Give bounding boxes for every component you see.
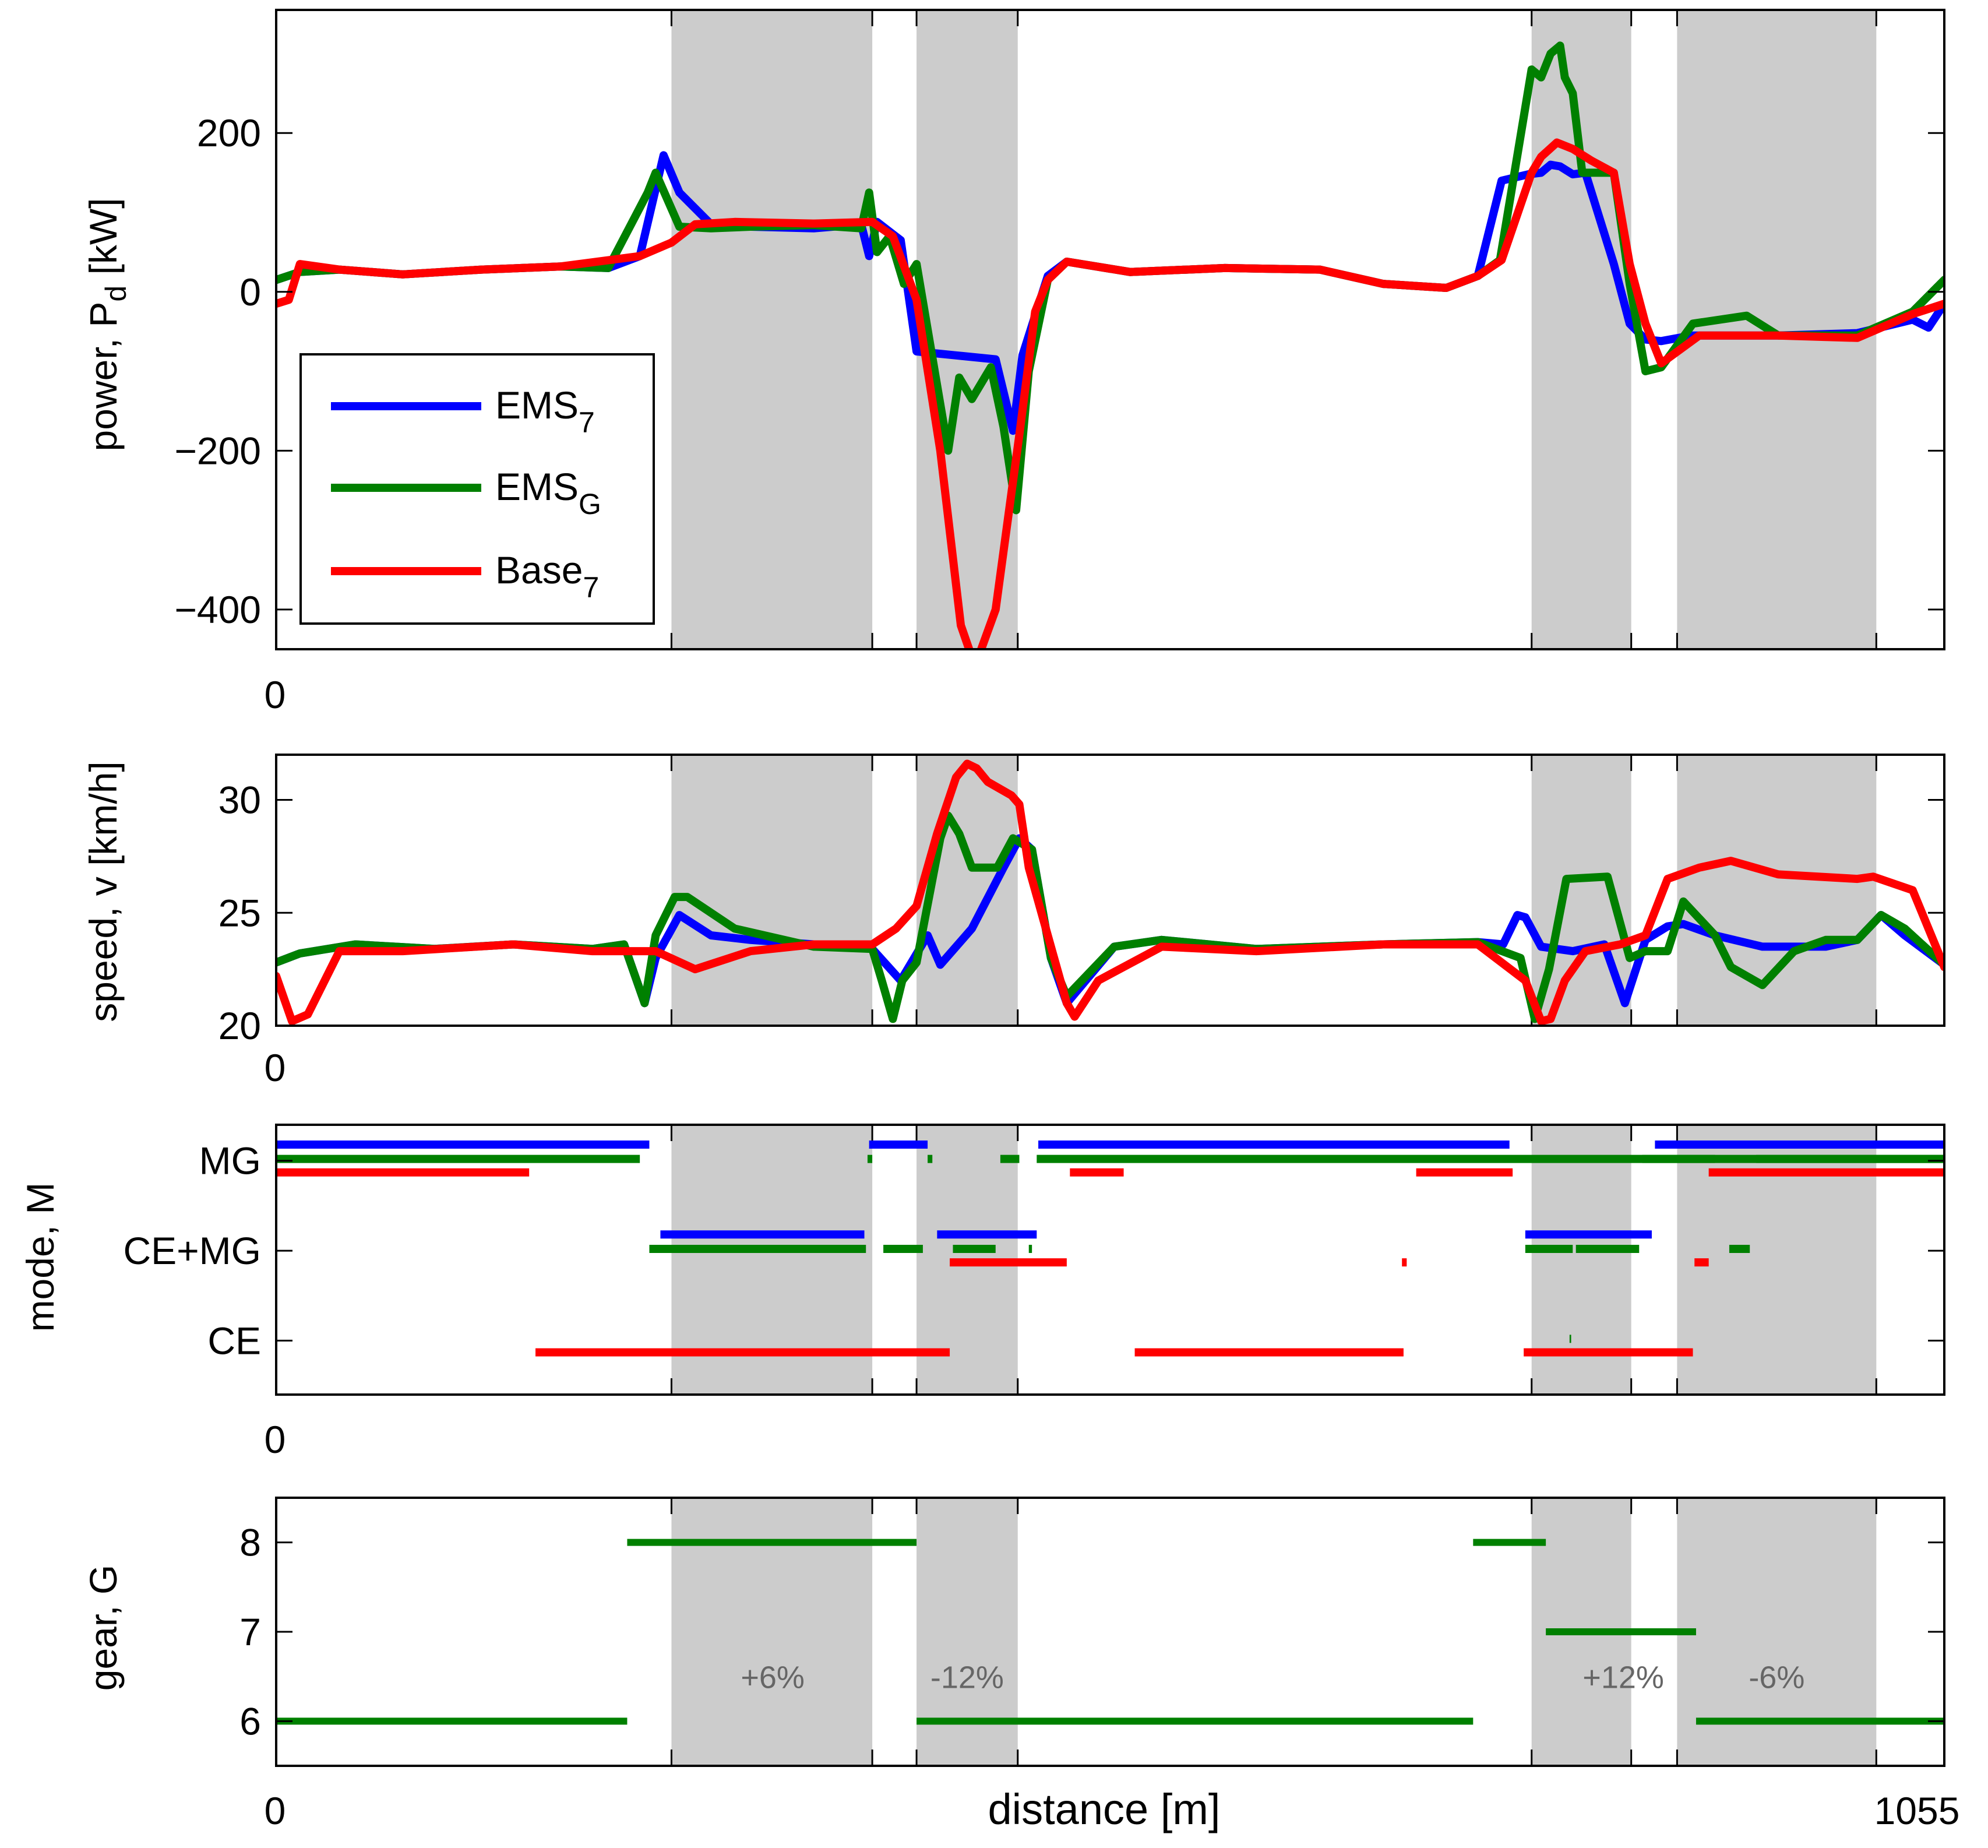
power-shaded-region-2 [1531,10,1631,649]
mode-axes-box [275,1124,1945,1396]
power-shaded-region-0 [671,10,873,649]
gear-ytick-label-1: 7 [239,1610,261,1653]
mode-panel: MG CE+MG CE [123,1124,1945,1396]
x-zero-label-mode: 0 [265,1418,286,1461]
legend: EMS7 EMSG Base7 [299,353,655,625]
x-axis-label: distance [m] [988,1785,1221,1833]
gear-grade-label-1: -12% [930,1660,1004,1695]
speed-shaded-region-0 [671,755,873,1026]
x-zero-label-speed: 0 [265,1046,286,1089]
gear-shaded-region-3 [1677,1498,1877,1766]
power-ytick-label-1: 0 [239,270,261,314]
power-ylabel: power, Pd [kW] [82,198,132,452]
gear-series-group [276,1539,1944,1725]
mode-ytick-label-0: MG [199,1139,261,1182]
speed-series-base7 [276,759,1944,1026]
speed-series-emsg [276,811,1944,1023]
speed-ytick-label-1: 25 [218,891,261,934]
power-panel: 200 0 −200 −400 [174,9,1945,650]
speed-ylabel: speed, v [km/h] [82,761,125,1022]
chart-panels: 200 0 −200 −400 30 25 20 MG CE+MG CE +6% -12% +12% -6… [123,9,1945,1767]
gear-shaded-region-0 [671,1498,873,1766]
legend-label-emsg: EMSG [495,465,601,520]
power-ytick-label-0: 200 [197,111,261,154]
mode-ytick-label-1: CE+MG [123,1229,261,1272]
legend-label-ems7: EMS7 [495,383,595,439]
power-series-group [276,41,1944,649]
speed-shaded-region-3 [1677,755,1877,1026]
power-ytick-label-3: −400 [174,588,261,631]
power-series-base7 [276,138,1944,649]
speed-panel: 30 25 20 [218,754,1945,1047]
gear-panel: +6% -12% +12% -6% 8 7 6 [239,1497,1945,1767]
mode-ytick-label-2: CE [207,1319,261,1362]
speed-ytick-label-2: 20 [218,1004,261,1047]
gear-ytick-label-0: 8 [239,1521,261,1564]
gear-ylabel: gear, G [82,1565,125,1691]
gear-ytick-label-2: 6 [239,1699,261,1743]
x-end-label: 1055 [1874,1789,1960,1832]
gear-grade-label-2: +12% [1582,1660,1664,1695]
speed-ytick-label-0: 30 [218,779,261,822]
x-zero-label-gear: 0 [265,1789,286,1832]
mode-ylabel: mode, M [19,1182,62,1332]
gear-grade-label-0: +6% [741,1660,805,1695]
power-ytick-label-2: −200 [174,429,261,472]
speed-series-group [276,759,1944,1026]
power-axes-box [275,9,1945,650]
gear-grade-label-3: -6% [1749,1660,1804,1695]
mode-series-group [276,1140,1944,1357]
legend-label-base7: Base7 [495,548,599,604]
gear-shaded-region-1 [917,1498,1018,1766]
x-zero-label-power: 0 [265,673,286,716]
speed-axes-box [275,754,1945,1027]
